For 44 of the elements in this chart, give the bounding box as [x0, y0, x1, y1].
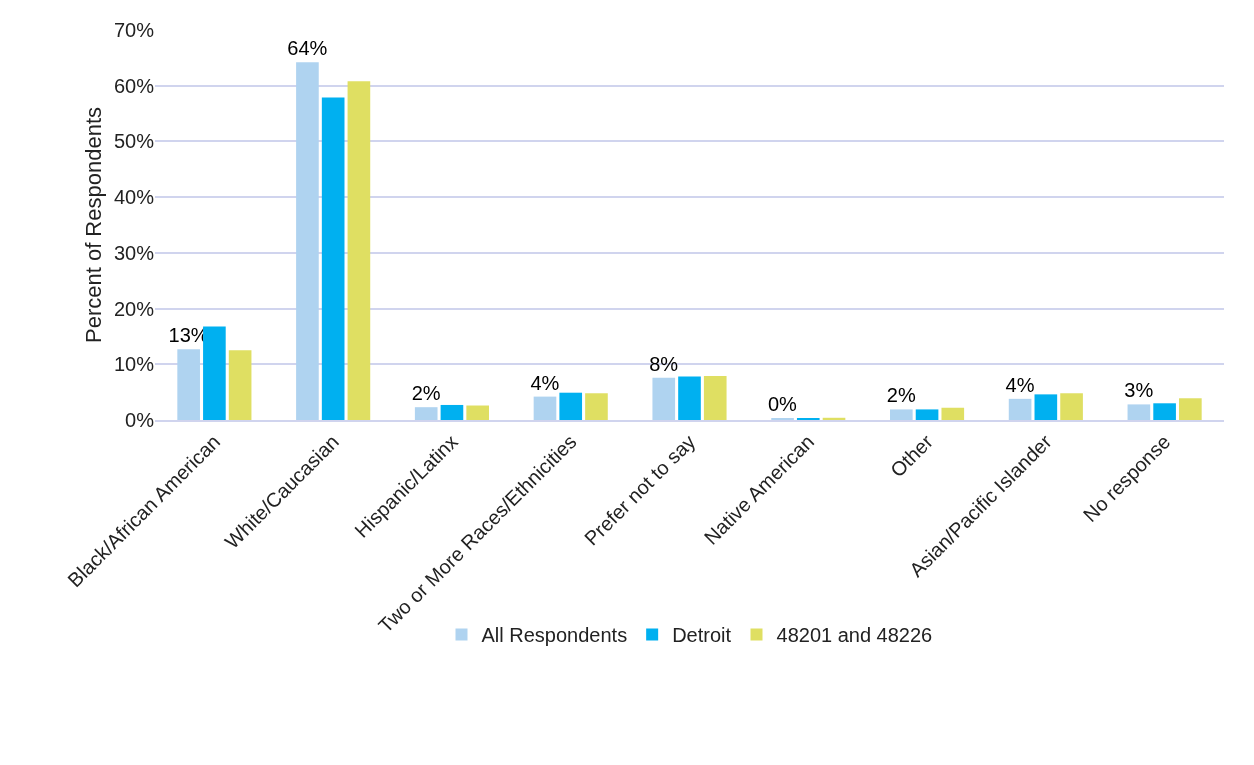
bar [678, 376, 701, 420]
bar [228, 350, 252, 420]
data-label: 8% [649, 352, 679, 375]
bar [890, 409, 913, 420]
y-tick-label: 50% [113, 130, 155, 153]
y-tick-label: 20% [113, 297, 155, 320]
bar [466, 405, 489, 420]
bar [1127, 404, 1151, 420]
bar [533, 396, 557, 420]
y-tick-label: 60% [113, 74, 155, 97]
bar [1008, 398, 1032, 420]
bar [652, 377, 676, 420]
y-tick-label: 70% [113, 19, 155, 41]
y-axis-title: Percent of Respondents [81, 106, 106, 344]
bar [915, 409, 939, 420]
bar [1034, 394, 1058, 420]
bar [559, 392, 583, 420]
data-label: 2% [411, 382, 441, 405]
bar [347, 81, 371, 420]
data-label: 2% [886, 384, 916, 407]
data-label: 3% [1124, 379, 1154, 402]
bar [703, 375, 727, 420]
data-label: 0% [767, 393, 798, 415]
data-label: 4% [1005, 373, 1035, 396]
bar [296, 62, 319, 420]
legend-label: All Respondents [481, 624, 628, 647]
bar [1060, 393, 1083, 420]
legend-label: 48201 and 48226 [776, 624, 933, 647]
bar [440, 404, 464, 420]
bar [177, 349, 200, 420]
y-tick-label: 10% [113, 353, 155, 376]
data-label: 4% [530, 371, 560, 394]
y-tick-label: 0% [125, 409, 155, 431]
data-label: 64% [287, 37, 328, 60]
bar [1179, 398, 1202, 420]
bar [414, 407, 438, 420]
bar [1153, 403, 1176, 420]
y-tick-label: 30% [113, 241, 155, 264]
legend-label: Detroit [672, 624, 732, 647]
bar [941, 407, 965, 420]
bar [203, 326, 226, 420]
bar [321, 97, 345, 420]
y-tick-label: 40% [113, 186, 155, 209]
bar [585, 393, 608, 420]
